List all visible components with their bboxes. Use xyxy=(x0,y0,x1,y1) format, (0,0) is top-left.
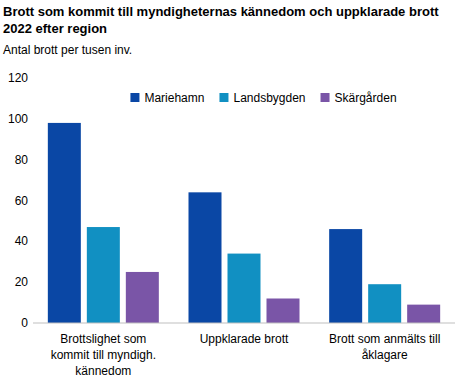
y-tick-label: 0 xyxy=(21,316,28,330)
bar xyxy=(329,229,362,323)
subtitle: Antal brott per tusen inv. xyxy=(3,43,132,57)
bar xyxy=(87,227,120,323)
legend-swatch xyxy=(130,93,139,102)
chart: Brott som kommit till myndigheternas kän… xyxy=(0,0,461,388)
bar xyxy=(126,272,159,323)
legend: Mariehamn Landsbygden Skärgården xyxy=(130,91,396,105)
legend-swatch xyxy=(219,93,228,102)
bar xyxy=(189,192,222,323)
y-tick-label: 20 xyxy=(15,275,29,289)
legend-label: Skärgården xyxy=(335,91,397,105)
bar xyxy=(407,305,440,323)
y-tick-label: 60 xyxy=(15,194,29,208)
legend-label: Landsbygden xyxy=(233,91,305,105)
bar xyxy=(368,284,401,323)
y-tick-label: 100 xyxy=(8,112,28,126)
bar xyxy=(48,123,81,323)
x-tick-label: Uppklarade brott xyxy=(200,332,289,346)
x-axis-line xyxy=(33,323,455,324)
x-tick-label: Brottslighet somkommit till myndigh.känn… xyxy=(51,332,156,378)
y-tick-label: 80 xyxy=(15,153,29,167)
y-tick-label: 40 xyxy=(15,234,29,248)
bar xyxy=(267,299,300,324)
legend-swatch xyxy=(321,93,330,102)
title: Brott som kommit till myndigheternas kän… xyxy=(3,4,439,36)
y-tick-label: 120 xyxy=(8,71,28,85)
bars xyxy=(48,123,440,323)
bar xyxy=(228,254,261,323)
legend-label: Mariehamn xyxy=(144,91,204,105)
x-tick-label: Brott som anmälts tillåklagare xyxy=(329,332,440,362)
